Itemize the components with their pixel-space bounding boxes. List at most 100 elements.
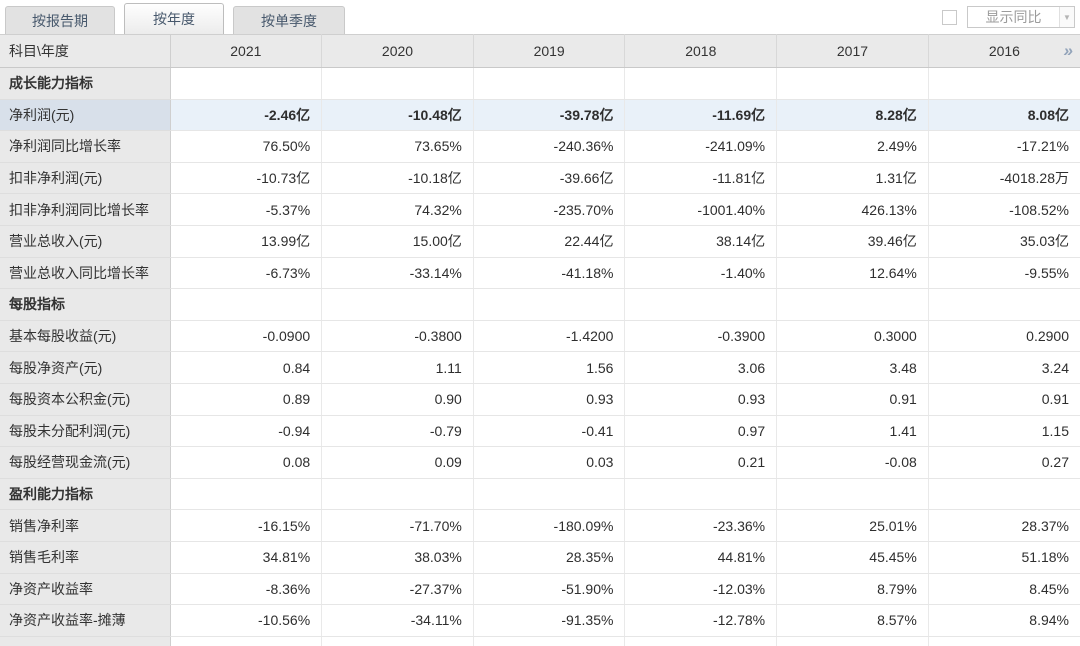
- row-label: 盈利能力指标: [0, 478, 171, 511]
- table-cell: -1.4200: [473, 320, 626, 353]
- table-cell: -4018.28万: [928, 162, 1080, 195]
- table-cell: 0.90: [321, 383, 474, 416]
- row-label: [0, 636, 171, 646]
- tab-by-year[interactable]: 按年度: [124, 3, 224, 34]
- table-cell: 0.89: [170, 383, 323, 416]
- table-row[interactable]: 扣非净利润(元) -10.73亿 -10.18亿 -39.66亿 -11.81亿 1.3…: [0, 162, 1080, 195]
- table-row[interactable]: 基本每股收益(元) -0.0900 -0.3800 -1.4200 -0.3900 0.…: [0, 320, 1080, 353]
- table-cell: -0.0900: [170, 320, 323, 353]
- table-row[interactable]: 扣非净利润同比增长率 -5.37% 74.32% -235.70% -1001.40%…: [0, 193, 1080, 226]
- table-cell: -5.37%: [170, 193, 323, 226]
- table-cell: [776, 478, 929, 511]
- table-cell: [170, 636, 323, 646]
- table-cell: 34.81%: [170, 541, 323, 574]
- table-cell: [624, 636, 778, 646]
- year-header: 2021: [170, 34, 323, 68]
- table-cell: 73.65%: [321, 130, 474, 163]
- table-cell: [776, 67, 929, 100]
- expand-columns-icon[interactable]: »: [1063, 41, 1073, 60]
- table-cell: -0.41: [473, 415, 626, 448]
- table-row[interactable]: 每股未分配利润(元) -0.94 -0.79 -0.41 0.97 1.41 1.15: [0, 415, 1080, 448]
- table-cell: 0.3000: [776, 320, 929, 353]
- table-cell: -10.48亿: [321, 99, 474, 132]
- table-row[interactable]: 净利润(元) -2.46亿 -10.48亿 -39.78亿 -11.69亿 8.28亿 8…: [0, 99, 1080, 132]
- show-yoy-dropdown[interactable]: 显示同比 ▼: [967, 6, 1075, 28]
- table-row[interactable]: 净资产收益率 -8.36% -27.37% -51.90% -12.03% 8.79% 8…: [0, 573, 1080, 606]
- table-cell: 13.99亿: [170, 225, 323, 258]
- table-cell: 15.00亿: [321, 225, 474, 258]
- table-cell: -91.35%: [473, 604, 626, 637]
- table-cell: 28.37%: [928, 509, 1080, 542]
- tab-by-report-period[interactable]: 按报告期: [5, 6, 115, 34]
- table-cell: -16.15%: [170, 509, 323, 542]
- year-header: 2019: [473, 34, 626, 68]
- table-cell: 76.50%: [170, 130, 323, 163]
- table-cell: 8.79%: [776, 573, 929, 606]
- table-cell: [928, 288, 1080, 321]
- table-cell: 0.27: [928, 446, 1080, 479]
- table-cell: 38.03%: [321, 541, 474, 574]
- table-row[interactable]: 营业总收入同比增长率 -6.73% -33.14% -41.18% -1.40% 12.…: [0, 257, 1080, 290]
- table-row[interactable]: 销售净利率 -16.15% -71.70% -180.09% -23.36% 25.01…: [0, 509, 1080, 542]
- table-cell: [473, 288, 626, 321]
- table-cell: -12.78%: [624, 604, 778, 637]
- table-row[interactable]: 每股净资产(元) 0.84 1.11 1.56 3.06 3.48 3.24: [0, 351, 1080, 384]
- table-cell: 8.45%: [928, 573, 1080, 606]
- table-row: [0, 636, 1080, 646]
- table-cell: [170, 67, 323, 100]
- table-cell: 0.09: [321, 446, 474, 479]
- table-cell: -1001.40%: [624, 193, 778, 226]
- financial-indicators-table: 科目\年度 2021 2020 2019 2018 2017 2016 成长能力指标 净利…: [0, 34, 1080, 646]
- table-cell: 426.13%: [776, 193, 929, 226]
- table-cell: -8.36%: [170, 573, 323, 606]
- table-cell: [321, 288, 474, 321]
- table-cell: 45.45%: [776, 541, 929, 574]
- row-label: 每股净资产(元): [0, 351, 171, 384]
- table-cell: 3.24: [928, 351, 1080, 384]
- table-cell: 0.08: [170, 446, 323, 479]
- table-cell: [928, 478, 1080, 511]
- table-row[interactable]: 每股经营现金流(元) 0.08 0.09 0.03 0.21 -0.08 0.27: [0, 446, 1080, 479]
- row-label: 营业总收入(元): [0, 225, 171, 258]
- table-row[interactable]: 净利润同比增长率 76.50% 73.65% -240.36% -241.09% 2.4…: [0, 130, 1080, 163]
- table-cell: -0.94: [170, 415, 323, 448]
- table-cell: 8.08亿: [928, 99, 1080, 132]
- table-cell: 44.81%: [624, 541, 778, 574]
- financial-table-wrap: 科目\年度 2021 2020 2019 2018 2017 2016 成长能力指标 净利…: [0, 34, 1080, 646]
- year-header: 2020: [321, 34, 474, 68]
- show-yoy-checkbox[interactable]: [942, 9, 957, 25]
- row-label: 销售净利率: [0, 509, 171, 542]
- row-label: 净资产收益率-摊薄: [0, 604, 171, 637]
- table-cell: -235.70%: [473, 193, 626, 226]
- table-cell: -10.73亿: [170, 162, 323, 195]
- table-cell: 8.57%: [776, 604, 929, 637]
- table-cell: 74.32%: [321, 193, 474, 226]
- table-cell: -33.14%: [321, 257, 474, 290]
- table-cell: -0.3800: [321, 320, 474, 353]
- table-row: 盈利能力指标: [0, 478, 1080, 511]
- table-cell: 35.03亿: [928, 225, 1080, 258]
- table-cell: -11.81亿: [624, 162, 778, 195]
- table-row[interactable]: 净资产收益率-摊薄 -10.56% -34.11% -91.35% -12.78% 8.…: [0, 604, 1080, 637]
- table-cell: -39.66亿: [473, 162, 626, 195]
- table-row[interactable]: 营业总收入(元) 13.99亿 15.00亿 22.44亿 38.14亿 39.46亿 3…: [0, 225, 1080, 258]
- table-cell: 12.64%: [776, 257, 929, 290]
- table-cell: [624, 67, 778, 100]
- table-cell: 1.31亿: [776, 162, 929, 195]
- table-row[interactable]: 销售毛利率 34.81% 38.03% 28.35% 44.81% 45.45% 51.1…: [0, 541, 1080, 574]
- table-row[interactable]: 每股资本公积金(元) 0.89 0.90 0.93 0.93 0.91 0.91: [0, 383, 1080, 416]
- table-cell: [473, 478, 626, 511]
- table-cell: [624, 478, 778, 511]
- year-header: 2018: [624, 34, 778, 68]
- table-body: 成长能力指标 净利润(元) -2.46亿 -10.48亿 -39.78亿 -11.69…: [0, 67, 1080, 646]
- year-header: 2016: [928, 34, 1080, 68]
- table-cell: 8.28亿: [776, 99, 929, 132]
- table-cell: -34.11%: [321, 604, 474, 637]
- table-cell: 39.46亿: [776, 225, 929, 258]
- table-cell: -17.21%: [928, 130, 1080, 163]
- table-cell: 0.91: [928, 383, 1080, 416]
- table-cell: [928, 636, 1080, 646]
- table-cell: [170, 288, 323, 321]
- tab-by-quarter[interactable]: 按单季度: [233, 6, 345, 34]
- table-cell: -27.37%: [321, 573, 474, 606]
